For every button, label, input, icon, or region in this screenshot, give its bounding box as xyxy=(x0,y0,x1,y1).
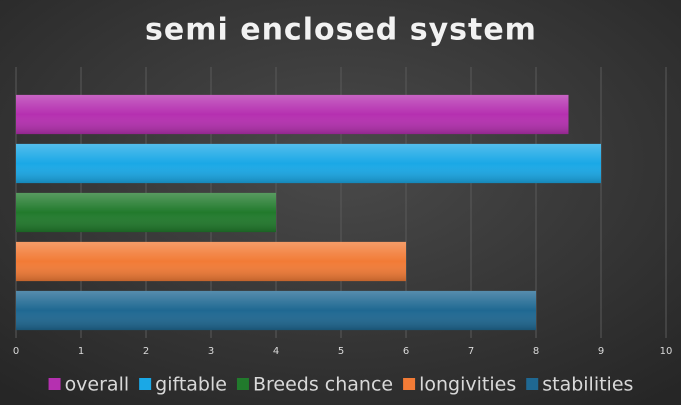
legend-swatch xyxy=(236,378,249,390)
legend-swatch xyxy=(526,378,539,390)
x-tick-label: 1 xyxy=(78,346,84,357)
bar-shine xyxy=(16,94,569,135)
x-tick-label: 4 xyxy=(273,346,279,357)
legend-label: Breeds chance xyxy=(253,374,393,396)
x-tick-label: 10 xyxy=(660,346,673,357)
bar-shine xyxy=(16,241,406,282)
legend-swatch xyxy=(403,378,416,390)
legend-label: giftable xyxy=(155,374,227,396)
x-tick-label: 8 xyxy=(533,346,539,357)
x-tick-label: 6 xyxy=(403,346,409,357)
legend-label: stabilities xyxy=(542,374,633,396)
legend-label: overall xyxy=(65,374,130,396)
x-tick-label: 2 xyxy=(143,346,149,357)
chart-title: semi enclosed system xyxy=(145,13,537,48)
x-tick-label: 5 xyxy=(338,346,344,357)
legend-label: longivities xyxy=(419,374,516,396)
x-tick-label: 3 xyxy=(208,346,214,357)
bar-shine xyxy=(16,143,601,184)
x-tick-label: 9 xyxy=(598,346,604,357)
legend-swatch xyxy=(48,378,61,390)
x-tick-label: 7 xyxy=(468,346,474,357)
x-tick-label: 0 xyxy=(13,346,19,357)
bar-shine xyxy=(16,192,276,233)
legend-swatch xyxy=(139,378,152,390)
bar-shine xyxy=(16,290,536,331)
